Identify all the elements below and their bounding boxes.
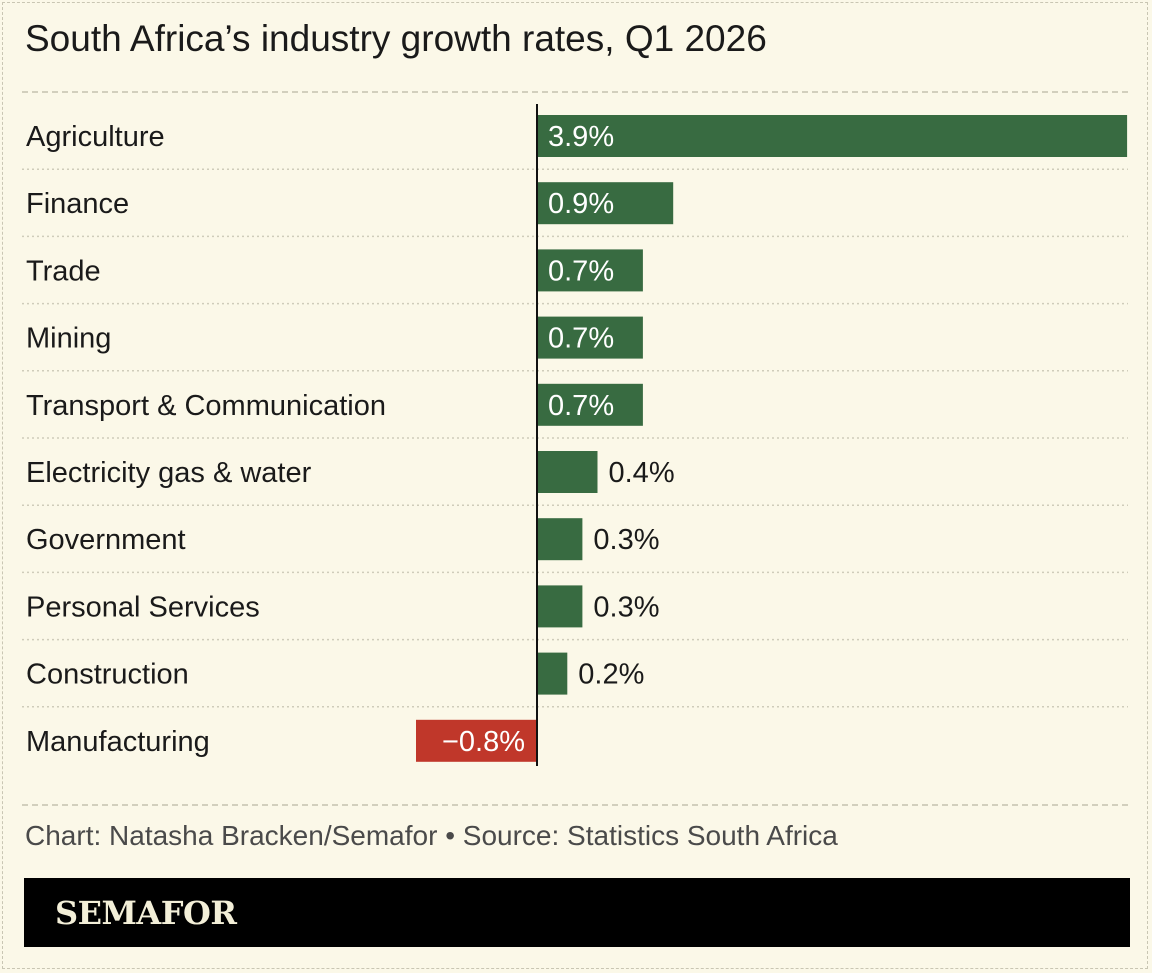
category-label: Transport & Communication	[26, 390, 386, 422]
bar	[537, 383, 643, 426]
category-label: Mining	[26, 323, 111, 355]
value-label: 0.7%	[548, 390, 614, 422]
chart-caption: Chart: Natasha Bracken/Semafor • Source:…	[25, 820, 838, 851]
value-label: 0.9%	[548, 188, 614, 220]
bar	[537, 451, 598, 493]
value-label: 3.9%	[548, 121, 614, 153]
value-label: 0.7%	[548, 323, 614, 355]
bar	[416, 719, 537, 762]
category-label: Trade	[26, 255, 101, 287]
bar	[537, 518, 583, 561]
caption-divider	[22, 804, 1128, 806]
value-label: 0.2%	[578, 659, 644, 691]
value-label: −0.8%	[442, 726, 525, 758]
bar	[537, 652, 568, 695]
chart-title: South Africa’s industry growth rates, Q1…	[25, 18, 767, 59]
category-label: Manufacturing	[26, 726, 210, 758]
semafor-logo: SEMAFOR	[55, 894, 237, 932]
bar	[537, 585, 583, 628]
footer-bar: SEMAFOR	[24, 878, 1130, 947]
bar-chart: Agriculture 3.9% Finance 0.9% Trade 0.7% Minin…	[22, 104, 1128, 766]
category-label: Government	[26, 524, 186, 556]
bar	[537, 182, 674, 225]
value-label: 0.4%	[609, 457, 675, 489]
bar	[537, 115, 1128, 157]
category-label: Personal Services	[26, 591, 260, 623]
title-divider	[22, 91, 1128, 93]
category-label: Finance	[26, 188, 129, 220]
bar	[537, 249, 643, 292]
value-label: 0.3%	[593, 591, 659, 623]
bar	[537, 316, 643, 359]
category-label: Agriculture	[26, 121, 165, 153]
category-label: Construction	[26, 659, 189, 691]
value-label: 0.3%	[593, 524, 659, 556]
value-label: 0.7%	[548, 255, 614, 287]
category-label: Electricity gas & water	[26, 457, 312, 489]
